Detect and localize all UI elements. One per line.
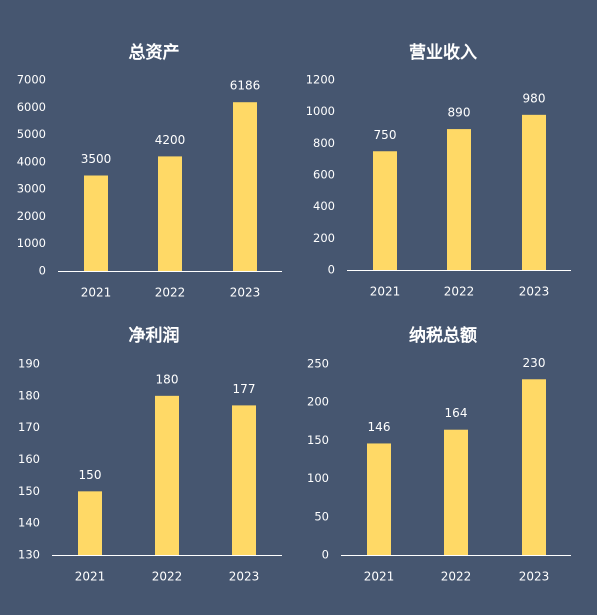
y-tick-label: 190	[18, 357, 40, 371]
y-tick-label: 1000	[306, 104, 335, 118]
y-tick-label: 130	[18, 548, 40, 562]
bar	[373, 151, 397, 270]
y-tick-label: 0	[322, 548, 329, 562]
data-label: 146	[368, 420, 391, 434]
y-tick-label: 200	[307, 395, 329, 409]
y-tick-label: 0	[39, 264, 46, 278]
bar	[367, 443, 391, 555]
bar	[447, 129, 471, 270]
chart-panel: 纳税总额 0 50 100 150 200 250 146 2021 164 2022 230 2023	[307, 325, 571, 584]
x-tick-label: 2021	[75, 570, 106, 584]
data-label: 4200	[155, 133, 186, 147]
x-tick-label: 2021	[364, 570, 395, 584]
bar	[233, 102, 257, 271]
chart-title: 纳税总额	[409, 325, 477, 346]
y-tick-label: 2000	[17, 209, 46, 223]
y-tick-label: 3000	[17, 182, 46, 196]
y-tick-label: 180	[18, 388, 40, 402]
chart-title: 净利润	[129, 325, 180, 346]
x-tick-label: 2023	[230, 286, 261, 300]
bar	[232, 405, 256, 555]
x-tick-label: 2022	[444, 285, 475, 299]
y-tick-label: 7000	[17, 73, 46, 87]
chart-title: 营业收入	[409, 42, 477, 63]
y-tick-label: 0	[328, 263, 335, 277]
data-label: 6186	[230, 79, 261, 93]
bar	[444, 429, 468, 555]
x-tick-label: 2023	[229, 570, 260, 584]
y-tick-label: 5000	[17, 127, 46, 141]
bar	[84, 175, 108, 271]
chart-title: 总资产	[129, 42, 180, 63]
data-label: 164	[445, 406, 468, 420]
chart-panel: 净利润 130 140 150 160 170 180 190 150 2021 180 2022 17…	[18, 325, 282, 584]
y-tick-label: 50	[314, 509, 329, 523]
y-tick-label: 600	[313, 168, 335, 182]
x-tick-label: 2022	[155, 286, 186, 300]
y-tick-label: 4000	[17, 154, 46, 168]
bar	[158, 156, 182, 271]
y-tick-label: 150	[18, 484, 40, 498]
y-tick-label: 160	[18, 452, 40, 466]
x-tick-label: 2021	[370, 285, 401, 299]
bar	[155, 395, 179, 555]
chart-panel: 总资产 0 1000 2000 3000 4000 5000 6000 7000 3500 2021…	[17, 42, 282, 300]
y-tick-label: 150	[307, 433, 329, 447]
x-tick-label: 2022	[152, 570, 183, 584]
y-tick-label: 800	[313, 136, 335, 150]
y-tick-label: 6000	[17, 100, 46, 114]
x-tick-label: 2022	[441, 570, 472, 584]
x-tick-label: 2023	[519, 285, 550, 299]
x-tick-label: 2021	[81, 286, 112, 300]
data-label: 980	[523, 91, 546, 105]
bar	[522, 379, 546, 555]
chart-panel: 营业收入 0 200 400 600 800 1000 1200 750 2021 890 2022 9…	[306, 42, 571, 299]
bar	[78, 491, 102, 555]
y-tick-label: 1200	[306, 73, 335, 87]
data-label: 180	[156, 372, 179, 386]
y-tick-label: 140	[18, 516, 40, 530]
data-label: 890	[448, 106, 471, 120]
y-tick-label: 400	[313, 199, 335, 213]
data-label: 3500	[81, 152, 112, 166]
y-tick-label: 1000	[17, 236, 46, 250]
data-label: 150	[79, 468, 102, 482]
y-tick-label: 200	[313, 231, 335, 245]
data-label: 230	[523, 356, 546, 370]
x-tick-label: 2023	[519, 570, 550, 584]
data-label: 750	[374, 128, 397, 142]
y-tick-label: 250	[307, 357, 329, 371]
y-tick-label: 170	[18, 420, 40, 434]
bar	[522, 114, 546, 270]
data-label: 177	[233, 382, 256, 396]
y-tick-label: 100	[307, 471, 329, 485]
